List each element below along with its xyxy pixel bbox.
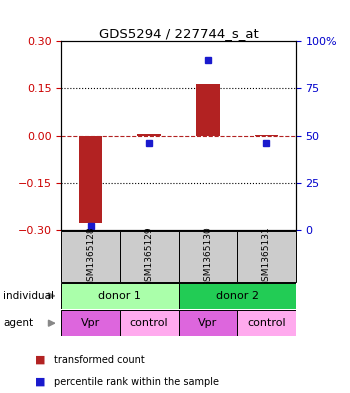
Bar [237, 310, 296, 336]
Text: individual: individual [4, 291, 55, 301]
Bar [120, 231, 178, 282]
Text: GSM1365130: GSM1365130 [203, 226, 212, 286]
Text: donor 1: donor 1 [98, 291, 141, 301]
Text: GSM1365128: GSM1365128 [86, 226, 95, 286]
Text: percentile rank within the sample: percentile rank within the sample [54, 376, 219, 387]
Bar [61, 283, 178, 309]
Text: ■: ■ [35, 376, 46, 387]
Text: transformed count: transformed count [54, 355, 145, 365]
Bar [178, 231, 237, 282]
Bar [255, 135, 278, 136]
Bar [178, 310, 237, 336]
Bar [61, 310, 120, 336]
Bar [79, 136, 102, 223]
Bar [138, 134, 161, 136]
Text: control: control [247, 318, 286, 328]
Bar [61, 231, 120, 282]
Bar [178, 283, 296, 309]
Bar [196, 84, 219, 136]
Text: Vpr: Vpr [81, 318, 100, 328]
Text: donor 2: donor 2 [216, 291, 259, 301]
Bar [120, 310, 178, 336]
Text: ■: ■ [35, 355, 46, 365]
Text: Vpr: Vpr [198, 318, 217, 328]
Text: GSM1365129: GSM1365129 [145, 226, 154, 286]
Text: agent: agent [4, 318, 34, 328]
Bar [237, 231, 296, 282]
Title: GDS5294 / 227744_s_at: GDS5294 / 227744_s_at [99, 27, 258, 40]
Text: GSM1365131: GSM1365131 [262, 226, 271, 286]
Text: control: control [130, 318, 168, 328]
